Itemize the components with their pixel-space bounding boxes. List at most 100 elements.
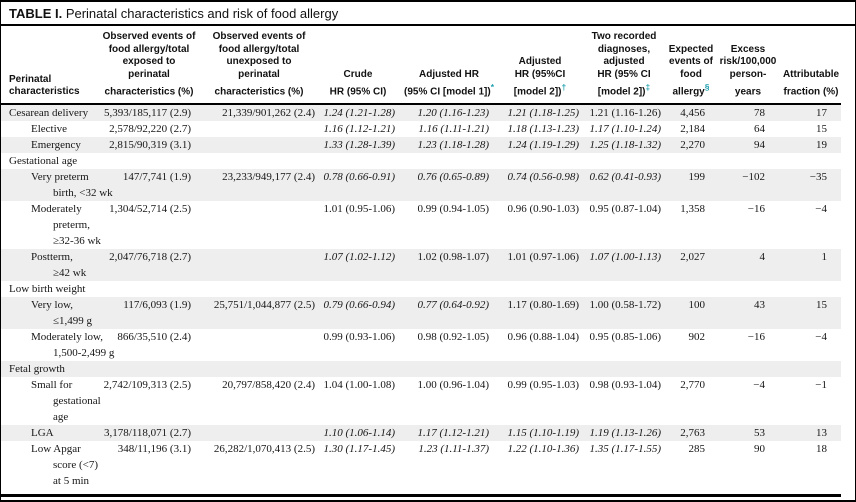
col-header-perinatal-characteristics: Perinatal characteristics [1, 26, 97, 105]
cell-attributable-fraction: −35 [809, 170, 827, 183]
cell-crude-hr: 1.33 (1.28-1.39) [323, 138, 396, 151]
cell-crude-hr [317, 153, 399, 169]
cell-observed-unexposed [201, 201, 317, 249]
cell-expected-events: 2,270 [680, 138, 705, 151]
cell-observed-exposed: 2,742/109,313 (2.5) [103, 378, 191, 391]
cell-excess-risk [715, 153, 781, 169]
cell-crude-hr: 0.79 (0.66-0.94) [323, 298, 396, 311]
row-label: Low birth weight [9, 282, 86, 295]
cell-observed-unexposed [201, 425, 317, 441]
table-caption: Perinatal characteristics and risk of fo… [62, 6, 339, 21]
cell-two-diagnoses-hr: 0.95 (0.85-1.06) [589, 330, 662, 343]
table-row: Moderately low, 1,500-2,499 g 866/35,510 (… [1, 329, 841, 361]
cell-crude-hr: 1.24 (1.21-1.28) [323, 106, 396, 119]
cell-observed-exposed: 5,393/185,117 (2.9) [104, 106, 191, 119]
footnote-symbol: † [561, 82, 567, 92]
cell-expected-events [667, 153, 715, 169]
cell-adjusted-hr-model2 [499, 361, 581, 377]
row-label: Gestational age [9, 154, 78, 167]
cell-two-diagnoses-hr: 1.19 (1.13-1.26) [589, 426, 662, 439]
row-label: Moderately preterm, ≥32-36 wk [31, 202, 101, 247]
cell-expected-events: 902 [688, 330, 706, 343]
cell-two-diagnoses-hr [581, 281, 667, 297]
row-label: Moderately low, 1,500-2,499 g [31, 330, 115, 359]
col-header-adjusted-hr-model2: Adjusted HR (95%CI [model 2])† [499, 26, 581, 105]
cell-expected-events: 100 [688, 298, 706, 311]
cell-adjusted-hr-model1: 1.02 (0.98-1.07) [417, 250, 490, 263]
cell-two-diagnoses-hr [581, 361, 667, 377]
cell-crude-hr: 1.04 (1.00-1.08) [323, 378, 396, 391]
cell-adjusted-hr-model1 [399, 361, 499, 377]
cell-adjusted-hr-model2: 0.74 (0.56-0.98) [507, 170, 580, 183]
cell-expected-events: 285 [688, 442, 706, 455]
table-row: Small for gestational age 2,742/109,313 (2.… [1, 377, 841, 425]
cell-adjusted-hr-model2: 1.15 (1.10-1.19) [507, 426, 580, 439]
cell-adjusted-hr-model1 [399, 153, 499, 169]
table-row: Moderately preterm, ≥32-36 wk 1,304/52,714 … [1, 201, 841, 249]
cell-excess-risk [715, 361, 781, 377]
header-row: Perinatal characteristics Observed event… [1, 26, 841, 105]
cell-two-diagnoses-hr: 1.00 (0.58-1.72) [589, 298, 662, 311]
row-label: Elective [31, 122, 68, 135]
cell-observed-exposed: 2,815/90,319 (3.1) [109, 138, 191, 151]
cell-adjusted-hr-model1: 1.16 (1.11-1.21) [418, 122, 489, 135]
cell-adjusted-hr-model2: 1.01 (0.97-1.06) [507, 250, 580, 263]
cell-attributable-fraction [781, 281, 841, 297]
cell-adjusted-hr-model1: 0.77 (0.64-0.92) [417, 298, 490, 311]
cell-observed-exposed [97, 361, 201, 377]
cell-observed-unexposed: 20,797/858,420 (2.4) [222, 378, 315, 391]
cell-observed-unexposed [201, 281, 317, 297]
cell-attributable-fraction: 15 [816, 298, 827, 311]
table-row: Cesarean delivery 5,393/185,117 (2.9) 21,3… [1, 103, 841, 121]
col-header-observed-exposed: Observed events of food allergy/total ex… [97, 26, 201, 105]
cell-two-diagnoses-hr: 0.98 (0.93-1.04) [589, 378, 662, 391]
cell-two-diagnoses-hr: 1.17 (1.10-1.24) [589, 122, 662, 135]
cell-expected-events [667, 361, 715, 377]
footnote-symbol: * [490, 82, 494, 92]
table-title: TABLE I. Perinatal characteristics and r… [1, 2, 855, 24]
cell-attributable-fraction [781, 361, 841, 377]
cell-attributable-fraction: 17 [816, 106, 827, 119]
cell-excess-risk: 94 [754, 138, 765, 151]
row-label: Cesarean delivery [9, 106, 89, 119]
cell-attributable-fraction: −4 [815, 202, 827, 215]
section-row: Gestational age [1, 153, 841, 169]
row-label: Very preterm birth, <32 wk [31, 170, 113, 199]
cell-excess-risk: 4 [759, 250, 766, 263]
col-header-crude-hr: Crude HR (95% CI) [317, 26, 399, 105]
cell-observed-unexposed [201, 329, 317, 361]
row-label: Fetal growth [9, 362, 65, 375]
cell-observed-exposed: 117/6,093 (1.9) [123, 298, 191, 311]
table-row: Postterm, ≥42 wk 2,047/76,718 (2.7) 1.07 (1… [1, 248, 841, 281]
cell-attributable-fraction [781, 153, 841, 169]
cell-adjusted-hr-model1: 0.98 (0.92-1.05) [417, 330, 490, 343]
cell-two-diagnoses-hr: 1.07 (1.00-1.13) [589, 250, 662, 263]
cell-excess-risk: −102 [742, 170, 765, 183]
cell-observed-exposed: 348/11,196 (3.1) [117, 442, 191, 455]
cell-excess-risk: −4 [753, 378, 765, 391]
cell-expected-events: 2,763 [680, 426, 705, 439]
cell-two-diagnoses-hr: 1.21 (1.16-1.26) [589, 106, 662, 119]
cell-adjusted-hr-model2: 1.18 (1.13-1.23) [507, 122, 580, 135]
cell-observed-exposed: 1,304/52,714 (2.5) [109, 202, 191, 215]
cell-adjusted-hr-model2: 0.96 (0.90-1.03) [507, 202, 580, 215]
cell-attributable-fraction: 18 [816, 442, 827, 455]
cell-expected-events: 2,184 [680, 122, 705, 135]
cell-adjusted-hr-model2: 1.22 (1.10-1.36) [507, 442, 580, 455]
footnote-symbol: ‡ [645, 82, 651, 92]
divider [1, 24, 855, 26]
cell-observed-unexposed: 25,751/1,044,877 (2.5) [213, 298, 315, 311]
row-label: Postterm, ≥42 wk [31, 250, 87, 279]
cell-observed-unexposed [201, 249, 317, 281]
table-number: TABLE I. [9, 6, 63, 21]
row-label: LGA [31, 426, 54, 439]
table-row: Low Apgar score (<7) at 5 min 348/11,196 (3… [1, 441, 841, 489]
cell-adjusted-hr-model2 [499, 281, 581, 297]
perinatal-characteristics-table: Perinatal characteristics Observed event… [1, 26, 841, 489]
cell-crude-hr: 1.07 (1.02-1.12) [323, 250, 396, 263]
cell-observed-unexposed [201, 153, 317, 169]
cell-excess-risk: −16 [747, 330, 765, 343]
col-header-two-diagnoses-hr: Two recorded diagnoses, adjusted HR (95%… [581, 26, 667, 105]
cell-crude-hr: 0.99 (0.93-1.06) [323, 330, 396, 343]
row-label: Low Apgar score (<7) at 5 min [31, 442, 98, 487]
